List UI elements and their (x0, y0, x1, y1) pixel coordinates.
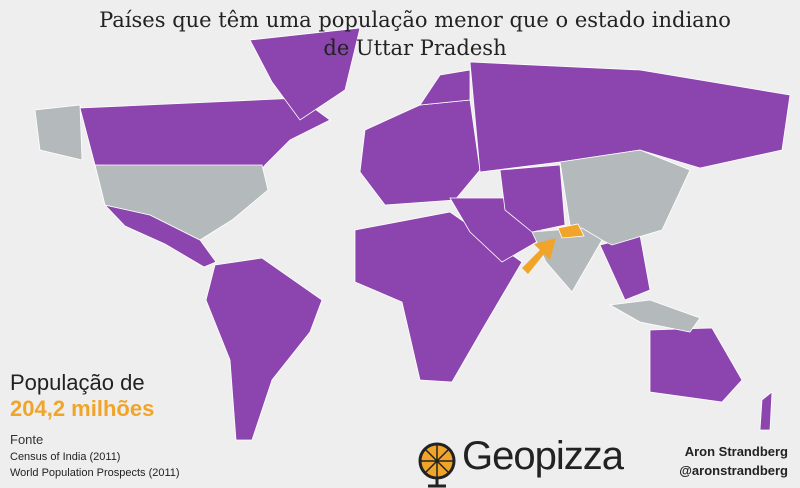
title-line: Países que têm uma população menor que o… (99, 8, 731, 32)
brand: Geopizza (462, 434, 624, 478)
geopizza-logo (418, 442, 456, 488)
larger-countries (34, 104, 701, 333)
author-handle: @aronstrandberg (679, 463, 788, 478)
arrow (522, 238, 556, 274)
population-label: População de (10, 370, 145, 395)
population-value: 204,2 milhões (10, 396, 155, 421)
uttar-pradesh (557, 223, 585, 239)
source-item: World Population Prospects (2011) (10, 467, 180, 479)
source-item: Census of India (2011) (10, 451, 121, 463)
title-line: de Uttar Pradesh (323, 36, 507, 60)
source-heading: Fonte (10, 432, 44, 447)
smaller-countries (79, 27, 791, 441)
author-name: Aron Strandberg (684, 444, 788, 459)
